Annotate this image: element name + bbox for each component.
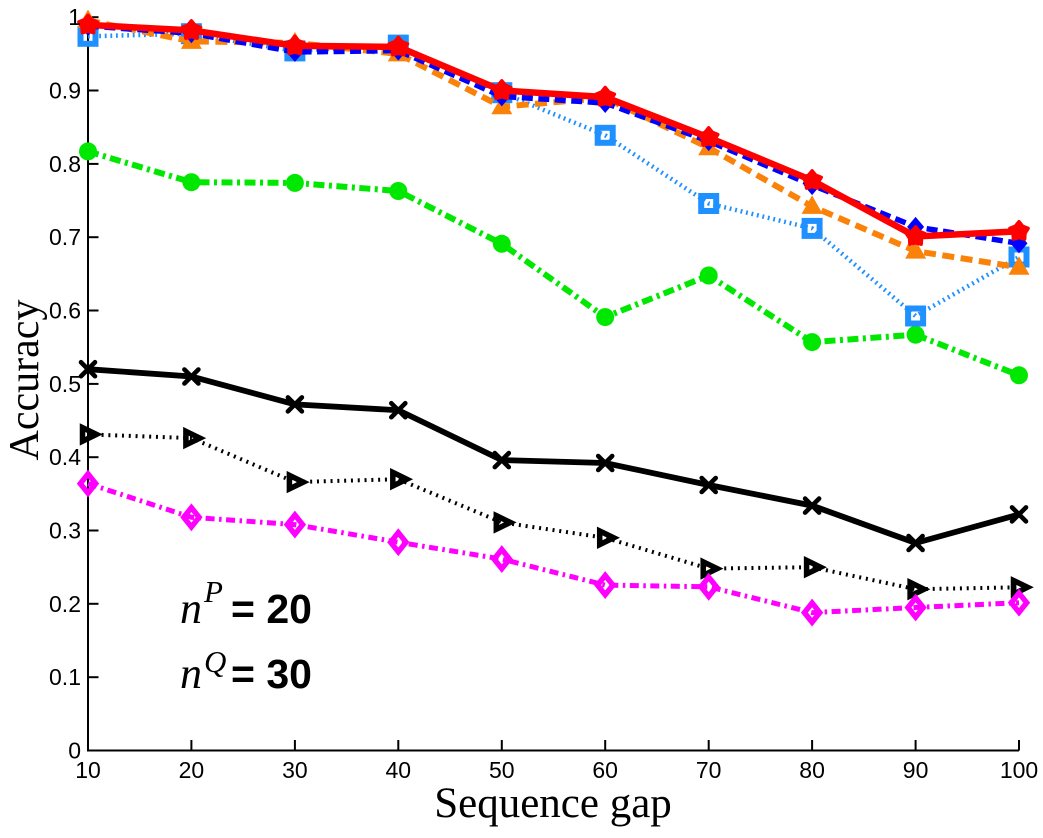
svg-text:0: 0: [68, 738, 81, 764]
svg-text:40: 40: [386, 757, 412, 783]
svg-text:90: 90: [903, 757, 929, 783]
svg-text:0.6: 0.6: [49, 298, 81, 324]
svg-text:Q: Q: [204, 644, 226, 679]
svg-text:n: n: [180, 584, 202, 633]
svg-text:Sequence gap: Sequence gap: [434, 780, 672, 827]
svg-text:0.3: 0.3: [49, 518, 81, 544]
svg-text:0.7: 0.7: [49, 224, 81, 250]
svg-text:20: 20: [179, 757, 205, 783]
svg-text:n: n: [180, 649, 202, 698]
svg-text:30: 30: [282, 757, 308, 783]
svg-text:0.2: 0.2: [49, 591, 81, 617]
svg-text:P: P: [203, 574, 223, 609]
svg-text:0.1: 0.1: [49, 664, 81, 690]
svg-text:= 30: = 30: [231, 651, 312, 697]
svg-text:= 20: = 20: [231, 586, 312, 632]
svg-text:0.5: 0.5: [49, 371, 81, 397]
svg-text:Accuracy: Accuracy: [2, 300, 48, 461]
svg-text:60: 60: [592, 757, 618, 783]
svg-text:70: 70: [696, 757, 722, 783]
svg-text:0.9: 0.9: [49, 78, 81, 104]
svg-text:50: 50: [489, 757, 515, 783]
svg-text:0.8: 0.8: [49, 151, 81, 177]
svg-text:100: 100: [1000, 757, 1038, 783]
svg-text:0.4: 0.4: [49, 444, 81, 470]
svg-text:1: 1: [68, 4, 81, 30]
svg-text:10: 10: [75, 757, 101, 783]
svg-text:80: 80: [799, 757, 825, 783]
